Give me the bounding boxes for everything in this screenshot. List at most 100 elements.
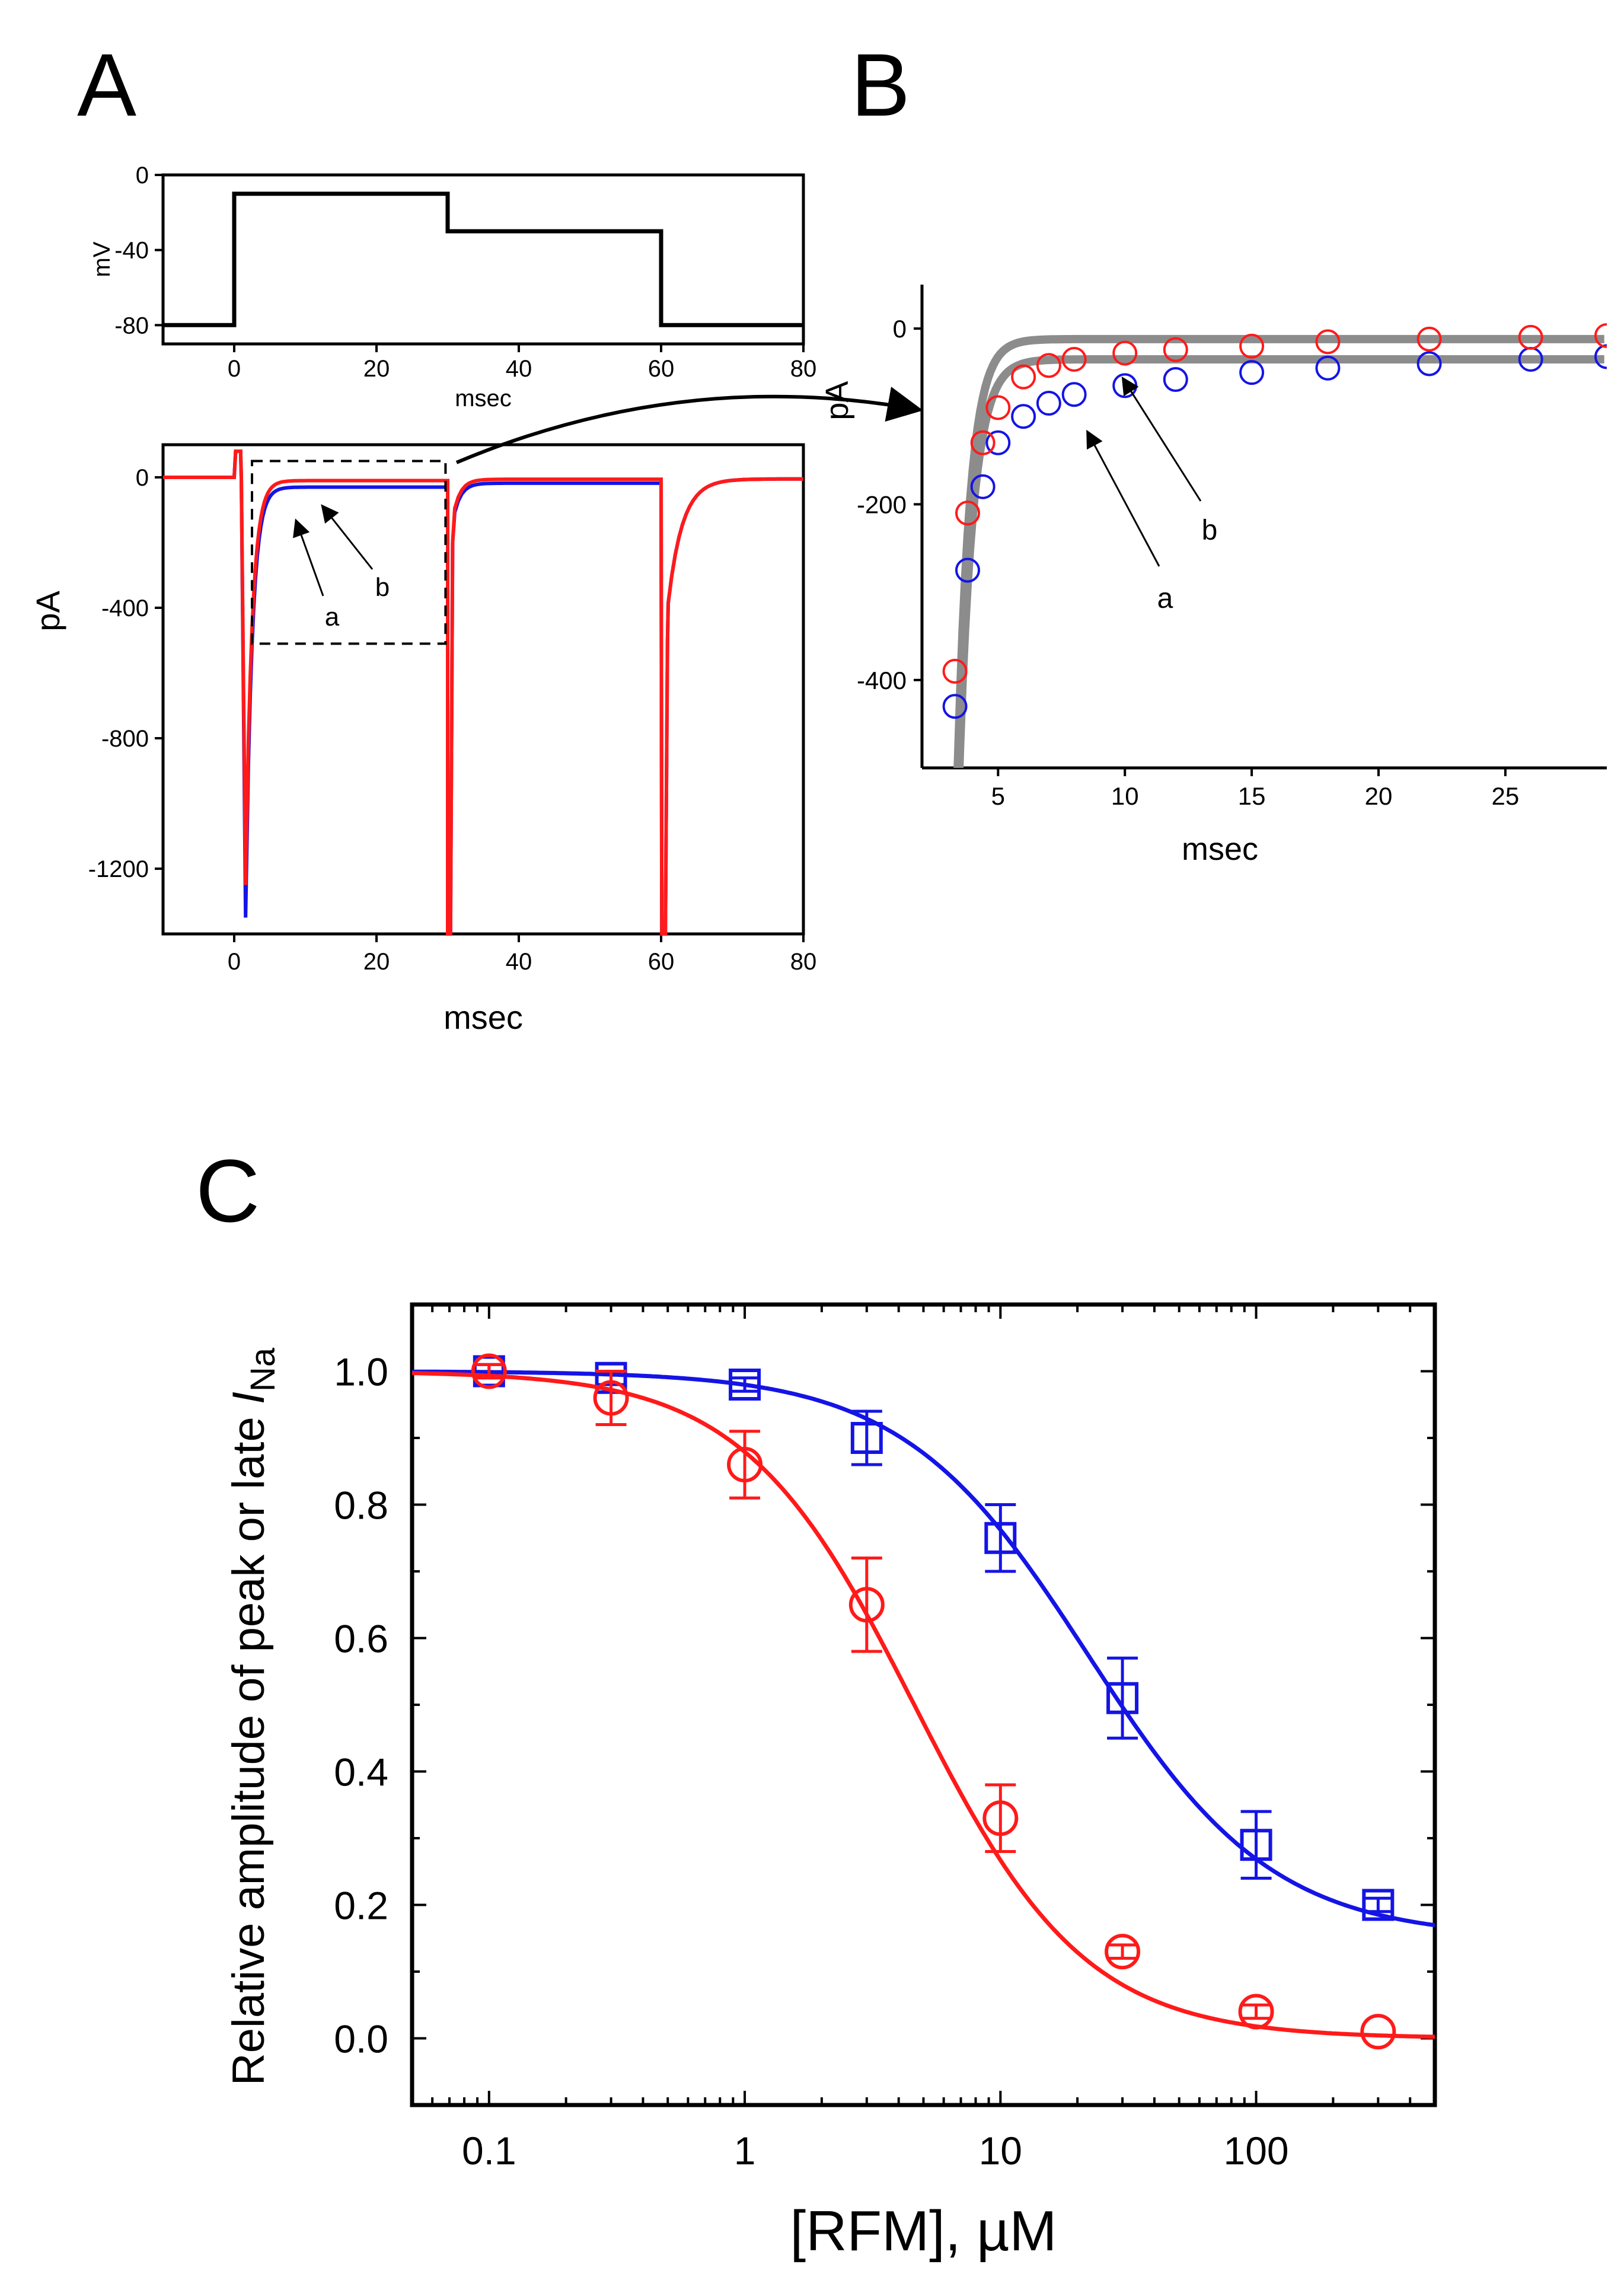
marker-b xyxy=(985,395,1011,420)
y-label-main: Relative amplitude of peak or late xyxy=(224,1404,274,2085)
x-tick-label: 60 xyxy=(648,356,675,382)
plot-frame xyxy=(161,173,805,346)
marker-a xyxy=(1315,355,1341,381)
marker-b xyxy=(1112,340,1138,366)
y-tick-label: -40 xyxy=(114,238,149,264)
marker-a xyxy=(1036,391,1061,416)
x-tick-label: 0 xyxy=(228,356,241,382)
marker-b xyxy=(970,430,996,455)
y-tick-label: -80 xyxy=(114,312,149,339)
y-tick-label: -400 xyxy=(857,666,907,694)
marker-peak xyxy=(850,1422,883,1454)
x-tick-label: 10 xyxy=(979,2129,1022,2173)
y-tick-label: 0 xyxy=(136,162,149,189)
marker-late xyxy=(727,1447,763,1482)
y-tick-label: -200 xyxy=(857,490,907,518)
trace-rfm xyxy=(163,449,803,936)
marker-b xyxy=(1315,329,1341,355)
x-axis-label: msec xyxy=(444,999,523,1036)
inset-marks xyxy=(942,323,1607,768)
plot-frame xyxy=(410,1302,1437,2107)
marker-a xyxy=(970,474,996,499)
zoom-box xyxy=(251,460,447,645)
marker-late xyxy=(471,1353,507,1389)
marker-a xyxy=(955,557,980,583)
marker-a xyxy=(1163,367,1188,393)
zoom-arrow xyxy=(455,387,923,464)
x-axis-label: msec xyxy=(455,385,512,412)
marker-peak xyxy=(1362,1889,1395,1921)
x-tick-label: 1 xyxy=(734,2129,756,2173)
y-axis-label: mV xyxy=(89,241,115,277)
marker-b xyxy=(1163,337,1188,362)
panel-label-c: C xyxy=(196,1141,260,1240)
x-tick-label: 40 xyxy=(506,949,532,975)
y-tick-label: -400 xyxy=(101,595,149,621)
fit-curve-a xyxy=(955,355,1604,768)
x-tick-label: 100 xyxy=(1224,2129,1289,2173)
marker-b xyxy=(1061,346,1087,372)
y-tick-label: 0.0 xyxy=(334,2017,388,2061)
y-tick-label: -1200 xyxy=(88,856,149,882)
panel-label-a: A xyxy=(77,35,136,135)
annotation-arrow-b xyxy=(321,504,374,570)
fit-curve-b xyxy=(953,334,1604,768)
panel-label-b: B xyxy=(851,35,910,135)
x-tick-label: 10 xyxy=(1111,782,1139,810)
marker-a xyxy=(985,430,1011,455)
x-tick-label: 20 xyxy=(363,356,390,382)
x-tick-label: 80 xyxy=(790,356,817,382)
marker-b xyxy=(942,659,968,684)
marker-b xyxy=(1011,364,1036,390)
x-axis-label: msec xyxy=(1182,831,1258,867)
marker-late xyxy=(982,1800,1019,1836)
y-tick-label: 1.0 xyxy=(334,1350,388,1394)
marker-b xyxy=(1239,333,1265,359)
marker-a xyxy=(1594,344,1607,369)
y-label-italic: I xyxy=(224,1392,274,1404)
dose-response-chart: 0.1 1 10 100 0.0 0.2 0.4 0.6 0.8 1.0 [RFM], µM Rela… xyxy=(224,1302,1437,2263)
marker-late xyxy=(593,1380,629,1416)
plot-frame xyxy=(161,443,805,936)
marker-late xyxy=(1360,2014,1396,2050)
marker-b xyxy=(1036,353,1061,378)
marker-peak xyxy=(1106,1682,1139,1714)
current-trace-chart: 0 20 40 60 80 0 -400 -800 -1200 msec pA a b xyxy=(29,443,817,1036)
voltage-trace xyxy=(163,192,803,327)
marker-peak xyxy=(729,1369,761,1401)
y-tick-label: 0.6 xyxy=(334,1617,388,1661)
marker-peak xyxy=(1240,1829,1272,1861)
x-tick-label: 15 xyxy=(1238,782,1266,810)
x-tick-label: 80 xyxy=(790,949,817,975)
marker-a xyxy=(1239,360,1265,385)
fit-curve-late xyxy=(412,1371,1435,2039)
marker-b xyxy=(955,500,980,526)
dose-marks xyxy=(412,1353,1435,2050)
marker-a xyxy=(1416,351,1442,377)
y-tick-label: 0.2 xyxy=(334,1884,388,1928)
marker-late xyxy=(1238,1994,1274,2030)
y-tick-label: 0 xyxy=(136,465,149,491)
x-tick-label: 0 xyxy=(228,949,241,975)
y-tick-label: 0 xyxy=(893,315,907,343)
marker-late xyxy=(1105,1934,1141,1970)
annotation-b: b xyxy=(1202,515,1218,546)
annotation-arrow-b xyxy=(1121,376,1202,502)
y-tick-label: -800 xyxy=(101,726,149,752)
y-tick-label: 0.4 xyxy=(334,1750,388,1794)
x-tick-label: 0.1 xyxy=(462,2129,516,2173)
y-axis-label: pA xyxy=(29,591,66,632)
annotation-b: b xyxy=(375,573,390,602)
annotation-a: a xyxy=(1157,583,1173,614)
trace-group xyxy=(163,449,803,936)
marker-a xyxy=(942,694,968,719)
fit-curve-peak xyxy=(412,1369,1435,1928)
y-label-sub: Na xyxy=(244,1347,282,1392)
annotation-arrow-a xyxy=(293,518,324,597)
annotation-arrow-a xyxy=(1086,429,1160,567)
x-tick-label: 5 xyxy=(991,782,1005,810)
voltage-protocol-chart: 0 20 40 60 80 0 -40 -80 msec mV xyxy=(89,162,816,412)
x-tick-label: 25 xyxy=(1492,782,1520,810)
marker-a xyxy=(1061,382,1087,407)
